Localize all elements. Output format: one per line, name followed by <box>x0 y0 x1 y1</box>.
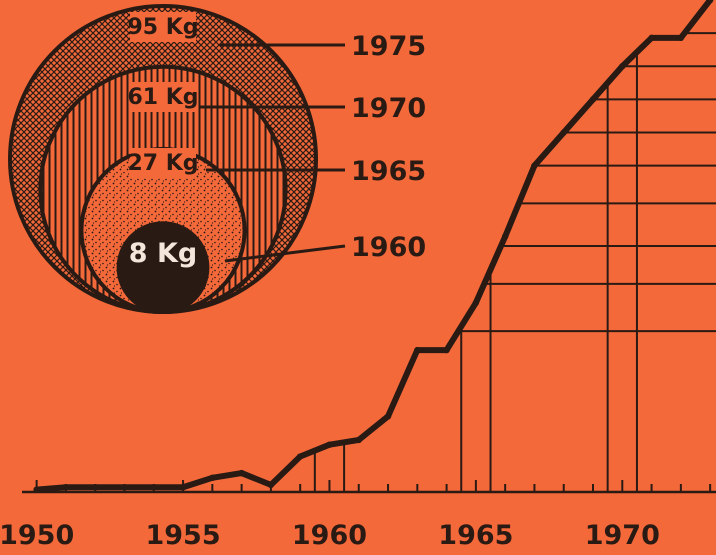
series-group <box>33 0 714 493</box>
year-label-1970: 1970 <box>351 93 426 124</box>
data-point <box>33 486 40 493</box>
x-axis: 1950 1955 1960 1965 1970 <box>0 480 716 551</box>
x-tick-label: 1970 <box>585 520 660 551</box>
data-point <box>92 484 99 491</box>
data-point <box>531 162 538 169</box>
year-label-1975: 1975 <box>351 31 426 62</box>
circle-1960 <box>116 221 210 315</box>
leader-line <box>224 244 346 263</box>
x-tick-label: 1955 <box>145 520 220 551</box>
data-point <box>209 474 216 482</box>
value-label-box <box>130 12 196 42</box>
data-point <box>121 484 128 491</box>
grid-lines <box>313 32 716 492</box>
data-point <box>414 346 421 354</box>
data-point <box>648 34 655 42</box>
data-point <box>706 0 714 4</box>
value-label-1965: 27 Kg <box>127 151 198 176</box>
data-point <box>326 441 333 448</box>
data-point <box>62 484 70 491</box>
value-label-1970: 61 Kg <box>127 85 198 110</box>
x-tick-label: 1960 <box>292 520 367 551</box>
data-point <box>238 469 245 477</box>
data-point <box>677 34 685 42</box>
value-label-box <box>130 82 196 112</box>
nested-circles-inset: 95 Kg 1975 61 Kg 1970 27 Kg 1965 8 Kg 1960 <box>8 4 426 315</box>
data-point <box>472 299 480 306</box>
value-label-box <box>130 148 196 178</box>
data-point <box>560 129 567 136</box>
data-point <box>179 484 187 491</box>
data-point <box>384 413 392 420</box>
year-label-1965: 1965 <box>351 156 426 187</box>
value-label-1960: 8 Kg <box>129 238 197 269</box>
data-point <box>443 346 450 354</box>
data-point <box>501 233 509 240</box>
x-tick-label: 1950 <box>0 520 74 551</box>
data-point <box>355 436 362 444</box>
data-point <box>619 63 626 70</box>
data-point <box>267 481 275 489</box>
data-point <box>296 453 304 460</box>
value-label-1975: 95 Kg <box>127 15 198 40</box>
data-point <box>589 96 597 103</box>
year-label-1960: 1960 <box>351 232 426 263</box>
data-point <box>150 484 157 491</box>
x-tick-label: 1965 <box>438 520 513 551</box>
series-line <box>33 0 714 493</box>
